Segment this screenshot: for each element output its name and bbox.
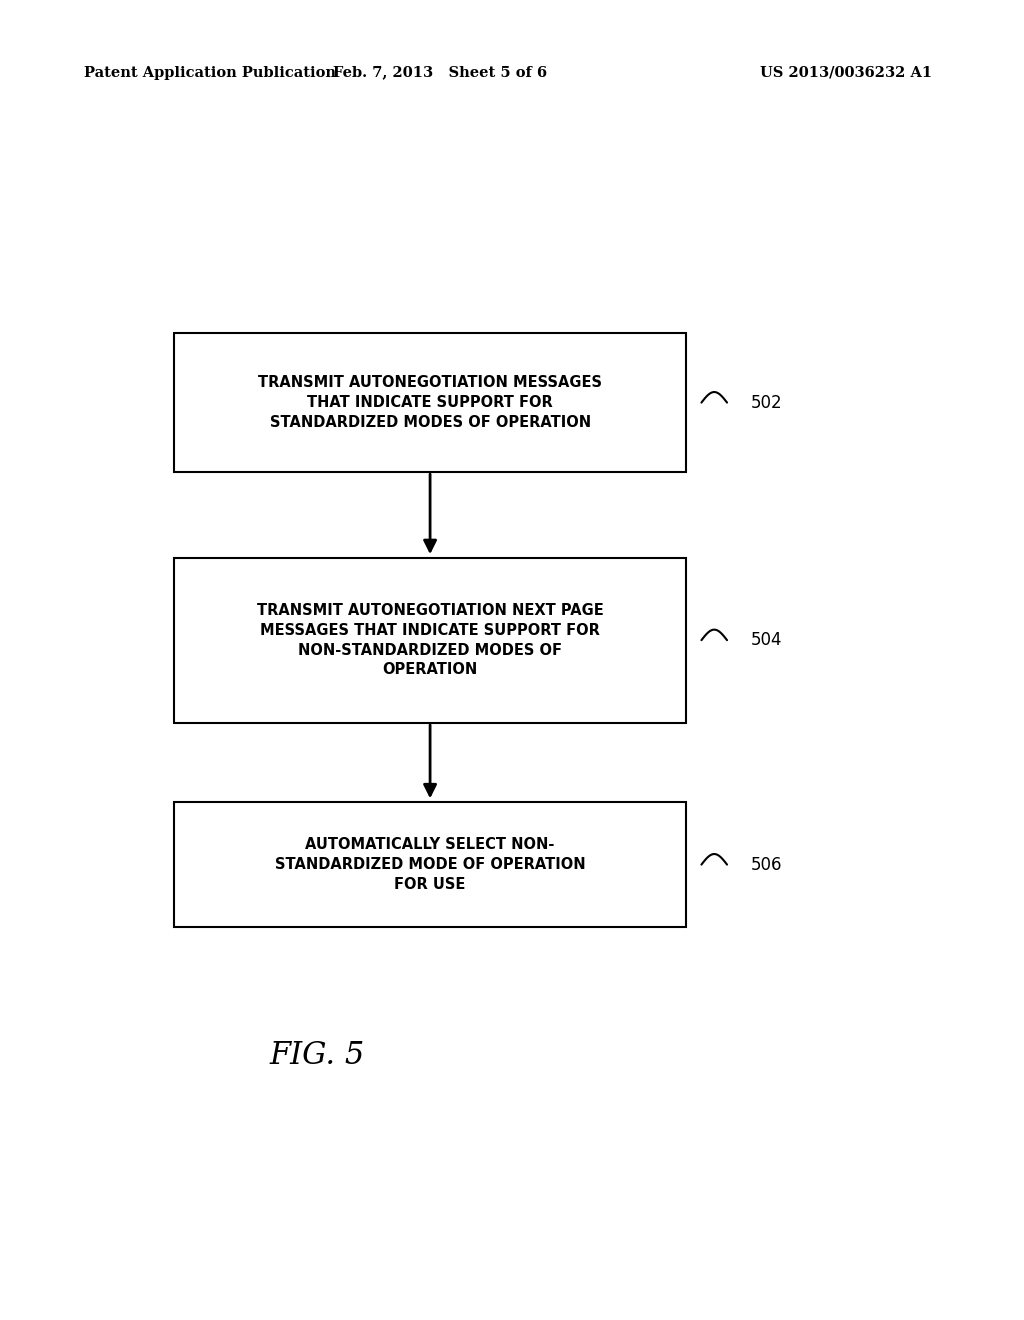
Text: 506: 506 [751,855,782,874]
Text: 504: 504 [751,631,782,649]
Text: US 2013/0036232 A1: US 2013/0036232 A1 [760,66,932,79]
Text: FIG. 5: FIG. 5 [269,1040,366,1072]
Bar [174,803,686,927]
Text: AUTOMATICALLY SELECT NON-
STANDARDIZED MODE OF OPERATION
FOR USE: AUTOMATICALLY SELECT NON- STANDARDIZED M… [274,837,586,892]
Bar [174,334,686,473]
Text: 502: 502 [751,393,782,412]
Bar [174,557,686,722]
Text: Patent Application Publication: Patent Application Publication [84,66,336,79]
Text: Feb. 7, 2013   Sheet 5 of 6: Feb. 7, 2013 Sheet 5 of 6 [333,66,548,79]
Text: TRANSMIT AUTONEGOTIATION NEXT PAGE
MESSAGES THAT INDICATE SUPPORT FOR
NON-STANDA: TRANSMIT AUTONEGOTIATION NEXT PAGE MESSA… [257,603,603,677]
Text: TRANSMIT AUTONEGOTIATION MESSAGES
THAT INDICATE SUPPORT FOR
STANDARDIZED MODES O: TRANSMIT AUTONEGOTIATION MESSAGES THAT I… [258,375,602,430]
